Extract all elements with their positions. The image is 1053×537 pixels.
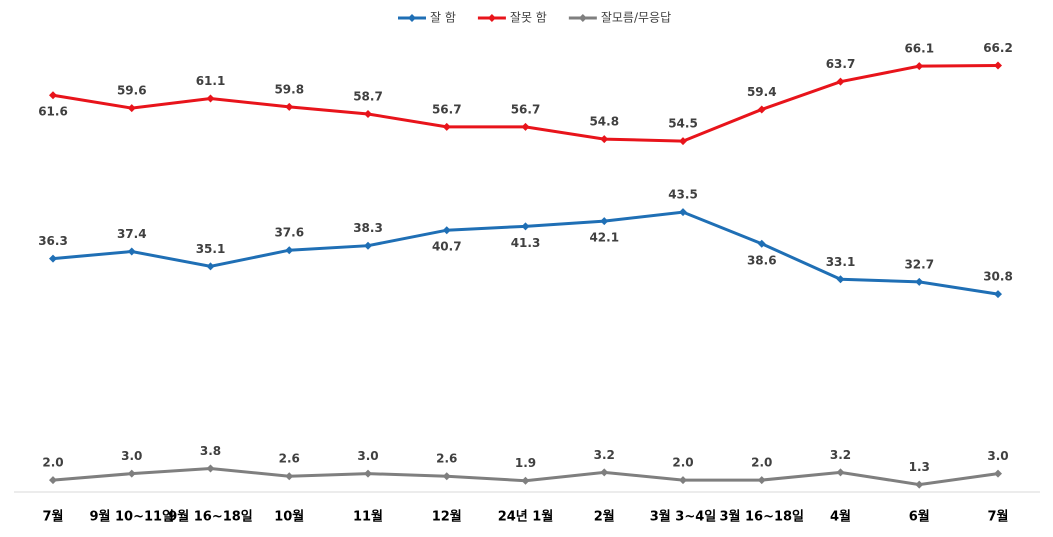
point	[757, 476, 766, 485]
value-label: 61.6	[38, 105, 68, 119]
legend-label: 잘모름/무응답	[601, 11, 671, 25]
point	[915, 62, 924, 71]
x-tick-label: 4월	[830, 509, 851, 525]
point	[915, 480, 924, 489]
point	[127, 247, 136, 256]
value-label: 2.0	[751, 456, 772, 470]
point	[836, 77, 845, 86]
value-label: 1.9	[515, 456, 536, 470]
point	[206, 94, 215, 103]
value-label: 38.3	[353, 221, 383, 235]
point	[285, 472, 294, 481]
point	[127, 104, 136, 113]
point	[49, 91, 57, 100]
value-label: 54.5	[668, 117, 698, 131]
point	[915, 277, 924, 286]
point	[127, 469, 136, 478]
value-label: 35.1	[196, 242, 226, 256]
legend-label: 잘못 함	[510, 11, 547, 25]
value-label: 42.1	[589, 231, 619, 245]
legend-label: 잘 함	[430, 11, 456, 25]
value-label: 66.2	[983, 41, 1013, 55]
point	[600, 135, 609, 144]
value-label: 56.7	[511, 102, 541, 116]
point	[49, 254, 57, 263]
x-tick-label: 24년 1월	[498, 509, 554, 525]
point	[836, 468, 845, 477]
point	[679, 137, 687, 146]
point	[600, 217, 609, 226]
x-tick-label: 3월 16~18일	[719, 509, 804, 525]
value-label: 2.0	[672, 456, 693, 470]
x-tick-label: 9월 10~11일	[89, 509, 174, 525]
value-label: 1.3	[909, 460, 930, 474]
value-label: 37.4	[117, 227, 147, 241]
value-label: 3.2	[830, 448, 851, 462]
x-tick-label: 7월	[987, 509, 1008, 525]
value-label: 54.8	[589, 115, 619, 129]
point	[364, 109, 372, 118]
legend-marker	[487, 14, 496, 22]
value-label: 56.7	[432, 102, 462, 116]
value-label: 32.7	[904, 257, 934, 271]
x-tick-label: 11월	[353, 509, 383, 525]
value-label: 2.0	[42, 456, 63, 470]
value-label: 59.8	[274, 82, 304, 96]
point	[206, 464, 215, 473]
value-label: 2.6	[279, 452, 300, 466]
point	[836, 275, 845, 284]
value-label: 3.2	[594, 448, 615, 462]
point	[679, 208, 687, 217]
point	[679, 476, 687, 485]
value-label: 30.8	[983, 270, 1013, 284]
x-tick-label: 12월	[432, 509, 462, 525]
value-label: 59.6	[117, 84, 147, 98]
x-tick-label: 9월 16~18일	[168, 509, 253, 525]
point	[49, 476, 57, 485]
x-tick-label: 7월	[42, 509, 63, 525]
x-tick-label: 3월 3~4일	[650, 509, 716, 525]
x-tick-label: 6월	[909, 509, 930, 525]
value-label: 63.7	[826, 57, 856, 71]
value-label: 3.0	[987, 449, 1008, 463]
value-label: 3.8	[200, 444, 221, 458]
point	[364, 241, 372, 250]
point	[206, 262, 215, 271]
value-label: 59.4	[747, 85, 777, 99]
point	[757, 239, 766, 248]
point	[521, 122, 530, 131]
x-tick-label: 2월	[594, 509, 615, 525]
point	[364, 469, 372, 478]
value-label: 36.3	[38, 234, 68, 248]
x-tick-label: 10월	[274, 509, 304, 525]
point	[285, 246, 294, 255]
value-label: 33.1	[826, 255, 856, 269]
legend-marker	[578, 14, 587, 22]
point	[442, 226, 451, 235]
value-label: 41.3	[511, 236, 541, 250]
value-label: 38.6	[747, 253, 777, 267]
point	[442, 472, 451, 481]
point	[994, 61, 1002, 70]
point	[994, 290, 1002, 299]
point	[442, 122, 451, 131]
value-label: 61.1	[196, 74, 226, 88]
point	[757, 105, 766, 114]
value-label: 3.0	[357, 449, 378, 463]
value-label: 43.5	[668, 188, 698, 202]
point	[994, 469, 1002, 478]
point	[521, 222, 530, 231]
value-label: 37.6	[274, 226, 304, 240]
value-label: 66.1	[904, 42, 934, 56]
point	[600, 468, 609, 477]
point	[521, 476, 530, 485]
value-label: 3.0	[121, 449, 142, 463]
legend-marker	[408, 14, 416, 22]
value-label: 58.7	[353, 89, 383, 103]
point	[285, 102, 294, 111]
value-label: 2.6	[436, 452, 457, 466]
value-label: 40.7	[432, 240, 462, 254]
